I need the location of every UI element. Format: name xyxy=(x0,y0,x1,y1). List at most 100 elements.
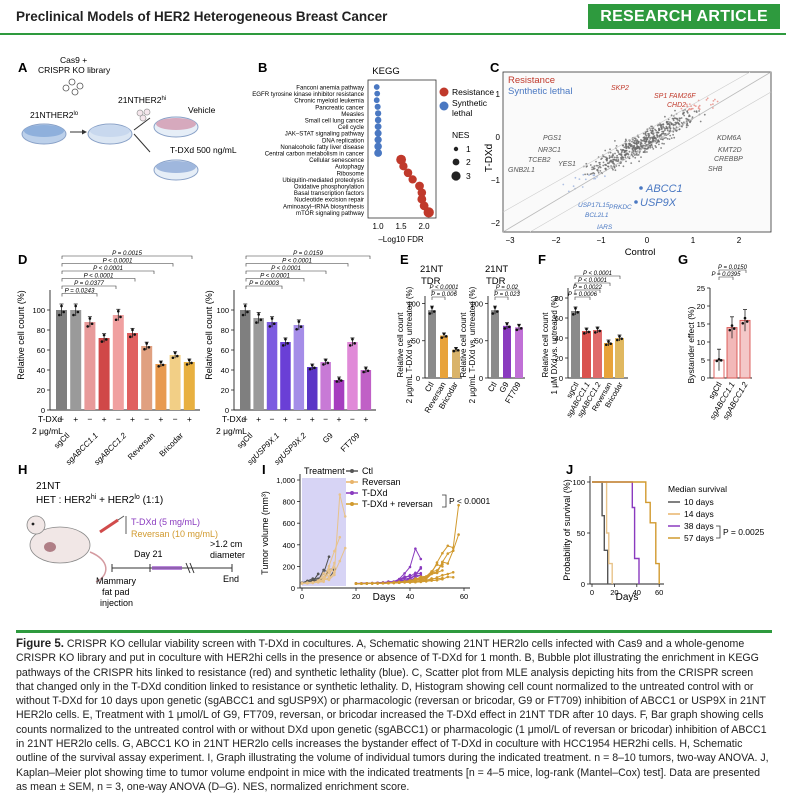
bar xyxy=(98,338,110,410)
scatter-point xyxy=(698,104,701,107)
scatter-point xyxy=(666,137,669,140)
scatter-point xyxy=(666,123,669,126)
treatment-sign: − xyxy=(87,414,92,424)
bar xyxy=(127,333,138,410)
scatter-point xyxy=(637,154,640,156)
scatter-point xyxy=(611,156,614,159)
h-line-2: HET : HER2hi + HER2lo (1:1) xyxy=(36,494,163,506)
scatter-point xyxy=(668,126,671,129)
scatter-point xyxy=(670,114,673,117)
replicate-dot xyxy=(428,312,432,315)
scatter-point xyxy=(683,121,685,124)
y-tick-label: 200 xyxy=(282,562,295,571)
treatment-sign: + xyxy=(256,414,261,424)
scatter-point xyxy=(662,123,665,126)
scatter-point xyxy=(688,115,690,118)
nes-title: NES xyxy=(452,130,470,140)
scatter-point xyxy=(669,125,671,127)
gene-kmt2d: KMT2D xyxy=(718,147,742,154)
b-tick-1: 1.0 xyxy=(372,222,384,231)
replicate-dot xyxy=(743,316,747,320)
scatter-point xyxy=(633,139,636,142)
gene-chd2: CHD2 xyxy=(667,102,686,109)
scatter-point xyxy=(612,153,614,156)
panel-b-legend: Resistance Synthetic lethal NES 1 2 3 xyxy=(439,87,494,181)
pathway-dot xyxy=(415,181,424,191)
scatter-point xyxy=(634,142,636,145)
scatter-point xyxy=(586,173,589,176)
bar xyxy=(452,349,460,378)
replicate-dot xyxy=(188,358,191,362)
header-rule xyxy=(0,33,786,35)
scatter-point xyxy=(635,139,637,142)
scatter-point xyxy=(665,125,668,128)
c-yticks: 1 0 −1 −2 xyxy=(491,90,501,228)
scatter-point xyxy=(593,167,596,170)
p-bracket xyxy=(245,255,371,259)
e-ylabel-4: 2 μg/mL T-DXd vs. untreated (%) xyxy=(468,286,477,403)
scatter-point xyxy=(625,153,628,156)
replicate-dot xyxy=(717,357,721,361)
scatter-point xyxy=(588,174,590,177)
y-tick-label: 0 xyxy=(41,406,45,415)
scatter-point xyxy=(712,107,714,109)
scatter-point xyxy=(631,151,633,154)
replicate-dot xyxy=(241,313,245,317)
h-injection-3: injection xyxy=(100,598,133,608)
h-dose-1: T-DXd (5 mg/mL) xyxy=(131,517,200,527)
p-bracket xyxy=(718,269,747,273)
scatter-point xyxy=(650,132,653,135)
pathway-dot xyxy=(374,90,381,97)
p-bracket xyxy=(574,289,601,293)
y-tick-label: 20 xyxy=(697,302,705,311)
y-tick-label: 20 xyxy=(555,354,563,363)
y-tick-label: 80 xyxy=(555,294,563,303)
scatter-point xyxy=(584,178,587,181)
panel-a-label: A xyxy=(18,60,28,75)
c-xtick-3: 0 xyxy=(645,236,650,245)
scatter-point xyxy=(591,168,593,171)
replicate-dot xyxy=(728,328,732,332)
y-tick-label: 0 xyxy=(581,580,585,589)
p-value: P = 0.0150 xyxy=(718,265,748,271)
scatter-point xyxy=(613,158,616,161)
p-bracket xyxy=(431,296,446,300)
scatter-point xyxy=(645,140,647,143)
p-value: P = 0.0003 xyxy=(249,280,279,287)
replicate-dot xyxy=(257,313,260,316)
scatter-point xyxy=(604,149,607,152)
i-treatment-label: Treatment xyxy=(304,466,345,476)
scatter-point xyxy=(572,185,575,188)
scatter-point xyxy=(604,156,607,159)
x-tick-label: 40 xyxy=(406,592,414,601)
gene-nr3c1: NR3C1 xyxy=(538,147,561,154)
bar xyxy=(307,367,318,410)
replicate-dot xyxy=(171,356,175,360)
p-bracket xyxy=(61,255,193,259)
replicate-dot xyxy=(129,335,132,339)
group-label: Bricodar xyxy=(158,431,186,459)
scatter-point xyxy=(676,129,678,132)
panel-e-label: E xyxy=(400,252,409,267)
scatter-point xyxy=(596,169,598,171)
treatment-band xyxy=(302,478,346,586)
scatter-point xyxy=(610,159,613,162)
replicate-dot xyxy=(574,307,577,310)
pathway-dot xyxy=(374,129,382,137)
scatter-point xyxy=(638,151,641,154)
d-tdxd-label: T-DXd xyxy=(38,414,62,424)
gene-gnb2l1: GNB2L1 xyxy=(508,167,535,174)
legend-lethal: Synthetic xyxy=(452,98,488,108)
hi-cells-icon xyxy=(136,108,151,122)
scatter-point xyxy=(620,148,622,151)
p-bracket xyxy=(574,275,621,279)
scatter-point xyxy=(634,156,637,159)
legend-resistance-dot xyxy=(439,87,449,97)
scatter-point xyxy=(670,123,673,125)
scatter-point xyxy=(613,156,616,159)
pathway-dot xyxy=(417,188,427,197)
legend-lethal-2: lethal xyxy=(452,108,472,118)
scatter-point xyxy=(589,164,592,166)
pathway-label: Ribosome xyxy=(337,170,365,177)
replicate-dot xyxy=(88,317,92,320)
